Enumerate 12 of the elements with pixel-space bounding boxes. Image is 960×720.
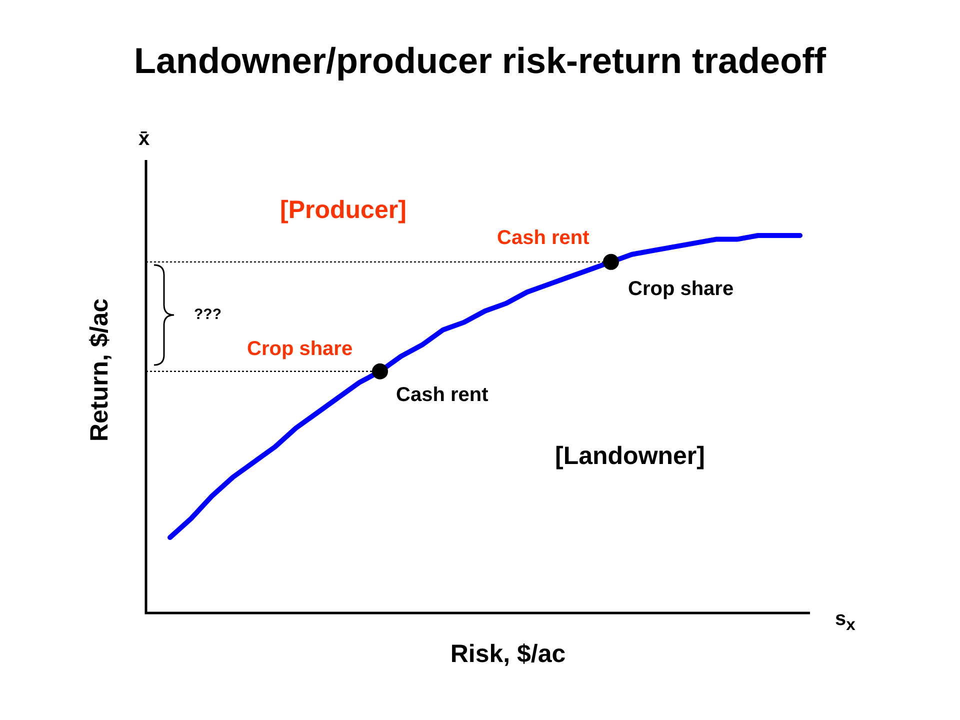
annotation: Cash rent: [396, 384, 488, 407]
text: x̄: [138, 128, 150, 151]
annotation: Crop share: [628, 278, 734, 301]
annotation: ???: [194, 306, 222, 323]
x-axis-title: Risk, $/ac: [449, 640, 567, 669]
chart-title: Landowner/producer risk-return tradeoff: [132, 40, 828, 82]
annotation: Crop share: [247, 338, 353, 361]
y-axis-title: Return, $/ac: [86, 298, 114, 442]
text: [Producer]: [280, 196, 406, 225]
annotation: Cash rent: [497, 227, 590, 250]
text: s$_{x}$: [835, 608, 856, 635]
annotation: [Landowner]: [555, 442, 705, 471]
